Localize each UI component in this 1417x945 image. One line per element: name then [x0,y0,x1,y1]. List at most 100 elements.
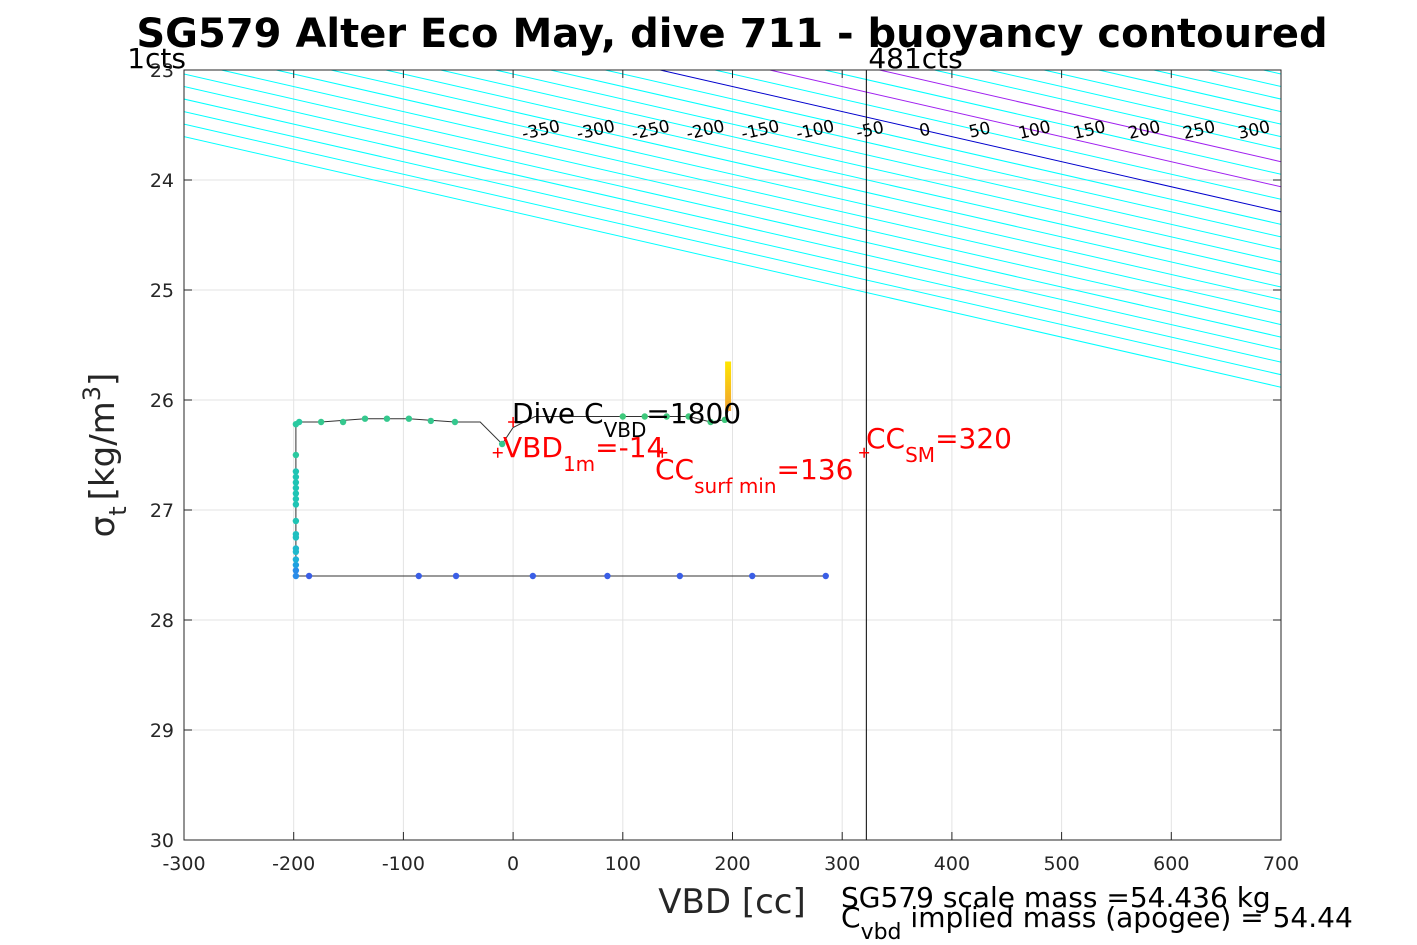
series-point [619,413,626,420]
series-point [415,572,422,580]
series-point [292,567,300,574]
y-tick-label: 29 [150,720,174,742]
x-axis-label: VBD [cc] [658,882,806,922]
series-point [305,572,313,580]
annotation-cc-surf-min-suffix: =136 [777,453,854,486]
contour-line [550,70,1281,238]
series-point [663,413,670,420]
annotation-dive-c-vbd-sub: VBD [604,418,647,442]
y-axis-label-symbol: σ [83,516,123,538]
y-axis-label: σt [kg/m3] [78,373,132,538]
series-point [292,490,300,497]
series-point [292,545,300,552]
axis-ticks: -300 -200 -100 0 100 200 300 400 500 600 700232425… [150,60,1299,875]
contour-label-upper: 50 [967,118,993,142]
series-point [452,572,460,580]
contour-line [184,136,1281,388]
annotation-vbd-1m-sub: 1m [563,452,595,476]
contour-line [605,70,1281,225]
annotation-dive-c-vbd-suffix: =1800 [646,397,741,430]
series-point [317,418,325,426]
x-tick-label: 100 [605,853,641,875]
series-point [295,418,303,426]
contour-line [184,73,1281,326]
annotation-vbd-1m: VBD1m=-14 [503,431,664,476]
footer-implied-mass-suffix: implied mass (apogee) = 54.44 [902,901,1353,934]
series-point [721,416,729,423]
series-point [292,517,300,525]
contour-line [495,70,1281,250]
series-point [339,418,347,426]
annotation-dive-c-vbd: Dive CVBD=1800 [512,397,741,442]
footer-implied-mass: Cvbd implied mass (apogee) = 54.44 [841,901,1353,945]
y-axis-label-close: ] [83,373,123,386]
annotation-vbd-1m-suffix: =-14 [595,431,664,464]
series-point [707,418,714,426]
surface-bar [725,361,732,411]
series-point [292,572,300,580]
y-tick-label: 26 [150,390,174,412]
series-point [292,556,300,563]
series-point [749,572,756,580]
series-point [676,572,684,580]
dive-series [292,361,829,580]
contour-label-upper: 0 [917,120,932,142]
series-point [292,473,300,481]
series-line [295,410,826,577]
x-tick-label: -100 [382,853,425,875]
x-tick-label: 400 [934,853,970,875]
series-point [292,531,300,538]
series-point [498,440,506,448]
y-axis-label-sup: 3 [78,386,106,401]
annotation-cc-sm-sub: SM [905,443,935,467]
y-axis-label-unit: [kg/m [83,401,123,500]
series-point [292,484,300,492]
plot-area: -350 -300 -250 -200 -150 -100 -50 0 50 100 150 200 2… [127,42,1299,875]
x-tick-label: 200 [714,853,750,875]
contour-line [385,70,1281,275]
series-point [822,572,829,580]
contour-lines [184,70,1281,388]
contour-line [276,70,1281,301]
annotation-cc-surf-min-prefix: CC [655,453,694,486]
y-tick-label: 24 [150,170,174,192]
x-tick-label: 600 [1153,853,1189,875]
footer-scale-mass: SG579 scale mass =54.436 kg [841,881,1271,914]
x-tick-label: -300 [162,853,205,875]
y-tick-label: 27 [150,500,174,522]
series-point [427,417,435,425]
series-point [529,572,537,580]
annotation-cc-sm-suffix: =320 [935,422,1012,455]
marker-plus [859,447,870,458]
y-axis-label-sub: t [104,506,132,515]
y-tick-label: 28 [150,610,174,632]
y-tick-label: 23 [150,60,174,82]
annotation-cc-sm: CCSM=320 [866,422,1012,467]
x-tick-label: 500 [1043,853,1079,875]
series-point [292,501,300,508]
series-point [383,415,391,422]
x-tick-label: 300 [824,853,860,875]
series-point [451,418,459,426]
series-point [405,415,413,422]
series-point [292,468,300,475]
contour-line [184,123,1281,376]
series-point [292,561,300,569]
y-tick-label: 25 [150,280,174,302]
vertical-line-label: 1cts [127,42,186,75]
marker-plus [492,447,503,458]
annotations: Dive CVBD=1800 VBD1m=-14 CCsurf min=136 … [503,397,1012,498]
series-point [292,451,300,459]
marker-plus [657,447,668,458]
series-point [641,413,648,420]
annotation-cc-surf-min: CCsurf min=136 [655,453,853,498]
contour-line [714,70,1281,200]
markers [492,417,870,458]
annotation-dive-c-vbd-prefix: Dive C [512,397,604,430]
contour-line [440,70,1281,263]
contour-line [184,98,1281,351]
annotation-vbd-1m-prefix: VBD [503,431,563,464]
x-tick-label: 700 [1263,853,1299,875]
y-tick-label: 30 [150,830,174,852]
